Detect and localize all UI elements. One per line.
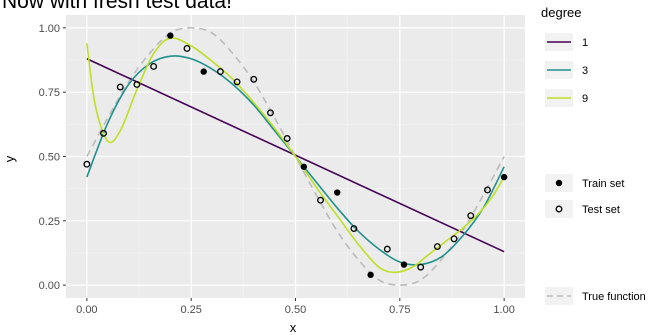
y-tick-label: 0.25 xyxy=(39,216,60,228)
test-point xyxy=(116,83,124,91)
test-point xyxy=(383,245,391,253)
true-function-layer xyxy=(86,27,505,286)
y-tick-label: 0.50 xyxy=(39,152,60,164)
degree-legend-title: degree xyxy=(541,5,581,20)
train-point xyxy=(500,173,508,181)
y-tick-label: 0.75 xyxy=(39,87,60,99)
legend-swatch-test xyxy=(555,205,563,213)
series-line-degree-9 xyxy=(86,37,505,274)
test-point xyxy=(183,44,191,52)
legend-label-train: Train set xyxy=(582,178,624,190)
test-point xyxy=(433,243,441,250)
test-point xyxy=(83,160,91,168)
train-point xyxy=(367,271,374,279)
true-function-legend: True function xyxy=(545,287,646,305)
test-point xyxy=(317,196,324,204)
x-axis-title: x xyxy=(290,320,297,335)
legend-swatch-train xyxy=(555,179,563,187)
true-function-line xyxy=(86,27,505,286)
test-point xyxy=(450,235,458,243)
chart-title: Now with fresh test data! xyxy=(2,0,232,13)
test-point xyxy=(267,109,274,117)
data-points-layer xyxy=(83,32,508,279)
x-tick-label: 0.50 xyxy=(285,304,306,316)
y-axis: 0.00 0.25 0.50 0.75 1.00 xyxy=(39,23,66,292)
test-point xyxy=(100,129,108,137)
legend-label-test: Test set xyxy=(582,204,620,216)
x-tick-label: 0.25 xyxy=(180,304,201,316)
test-point xyxy=(216,68,224,76)
x-tick-label: 0.00 xyxy=(76,304,97,316)
x-tick-label: 1.00 xyxy=(493,304,514,316)
x-tick-label: 0.75 xyxy=(389,304,410,316)
test-point xyxy=(350,225,358,232)
train-point xyxy=(400,261,408,268)
test-point xyxy=(467,212,475,220)
fitted-curves-layer xyxy=(86,37,505,274)
y-axis-title: y xyxy=(2,155,17,162)
test-point xyxy=(417,263,425,271)
legend-label-true-function: True function xyxy=(582,291,646,303)
legend-label-degree-1: 1 xyxy=(582,37,588,49)
degree-legend: degree 1 3 9 xyxy=(541,5,588,107)
y-tick-label: 0.00 xyxy=(39,280,60,292)
test-point xyxy=(250,75,258,83)
legend-key-box xyxy=(545,200,573,218)
legend-label-degree-3: 3 xyxy=(582,65,588,77)
train-point xyxy=(334,189,341,196)
test-point xyxy=(233,78,241,86)
test-point xyxy=(483,186,491,194)
test-point xyxy=(133,81,141,88)
x-axis: 0.00 0.25 0.50 0.75 1.00 xyxy=(76,298,515,316)
train-point xyxy=(200,68,207,75)
point-legend: Train set Test set xyxy=(545,174,624,218)
test-point xyxy=(283,135,291,142)
train-point xyxy=(300,163,308,170)
y-tick-label: 1.00 xyxy=(39,23,60,35)
test-point xyxy=(150,63,158,70)
legend-label-degree-9: 9 xyxy=(582,93,588,105)
train-point xyxy=(167,32,174,39)
